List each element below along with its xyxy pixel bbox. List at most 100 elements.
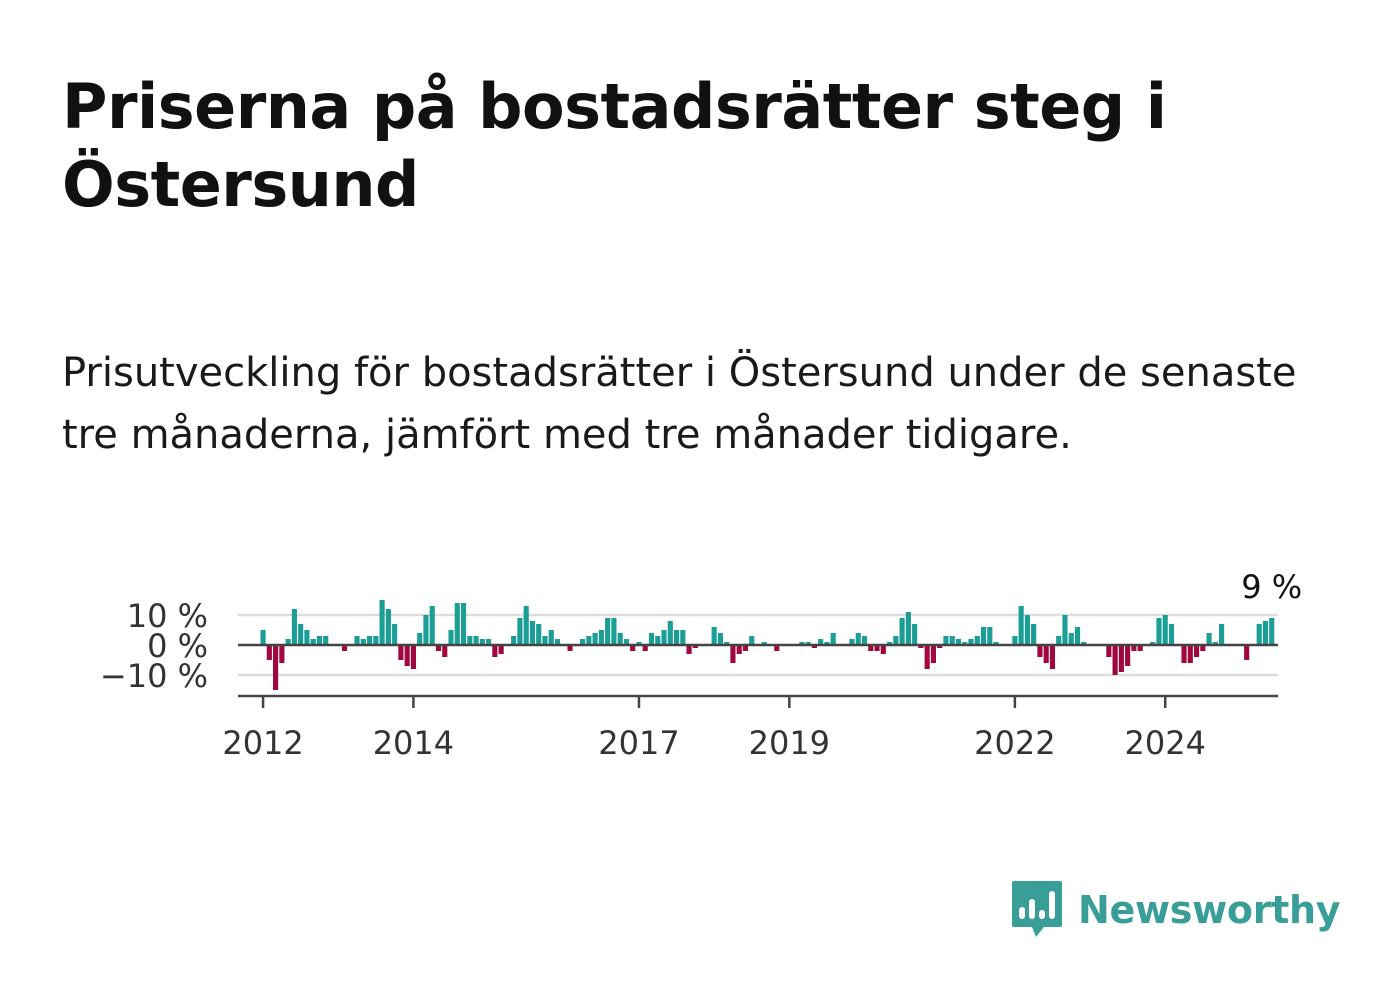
bar	[1187, 645, 1193, 663]
bar	[298, 624, 304, 645]
bar	[811, 645, 817, 648]
bar	[724, 642, 730, 645]
bar	[373, 636, 379, 645]
last-value-label: 9 %	[1241, 568, 1302, 606]
bar	[830, 633, 836, 645]
bar	[1024, 615, 1030, 645]
bar	[868, 645, 874, 651]
bar	[673, 630, 680, 645]
bar	[1068, 633, 1074, 645]
bar	[1056, 636, 1062, 645]
bar	[1018, 606, 1024, 645]
bar	[1168, 624, 1175, 645]
bar	[924, 645, 930, 669]
bar	[1162, 615, 1168, 645]
bar	[993, 642, 999, 645]
bar	[1150, 642, 1156, 645]
bar	[912, 624, 918, 645]
bar	[617, 633, 623, 645]
bar	[686, 645, 692, 654]
bar	[636, 642, 642, 645]
bar	[273, 645, 279, 690]
bar	[523, 606, 529, 645]
bar	[1043, 645, 1049, 663]
bar	[429, 606, 435, 645]
x-tick-label: 2024	[1125, 724, 1206, 762]
bar	[285, 639, 291, 645]
bar	[1131, 645, 1137, 651]
bar	[1106, 645, 1112, 657]
bar	[605, 618, 611, 645]
bar	[1049, 645, 1056, 669]
bar	[517, 618, 523, 645]
x-tick-label: 2017	[598, 724, 679, 762]
bar	[711, 627, 717, 645]
bar	[680, 630, 686, 645]
bar	[460, 603, 467, 645]
bar	[943, 636, 949, 645]
bar	[404, 645, 410, 666]
bar	[492, 645, 498, 657]
bar	[774, 645, 780, 651]
bar	[824, 642, 830, 645]
y-tick-label: −10 %	[100, 657, 208, 695]
bar	[1262, 621, 1269, 645]
bar	[548, 630, 554, 645]
bar	[279, 645, 285, 663]
bar	[417, 633, 423, 645]
bar	[1181, 645, 1187, 663]
bar	[893, 636, 899, 645]
bar	[536, 624, 542, 645]
bar	[511, 636, 517, 645]
bar	[1244, 645, 1250, 660]
bar	[799, 642, 805, 645]
bar	[661, 630, 667, 645]
bar	[980, 627, 987, 645]
bar	[880, 645, 886, 654]
bar	[1156, 618, 1162, 645]
bar	[1112, 645, 1118, 675]
bar	[410, 645, 416, 669]
bar	[962, 642, 968, 645]
bar	[598, 630, 604, 645]
bar	[304, 630, 310, 645]
bar	[448, 630, 454, 645]
bar	[1212, 642, 1218, 645]
bar	[398, 645, 404, 660]
bar	[310, 639, 316, 645]
bar	[736, 645, 742, 654]
bar	[874, 645, 880, 651]
bar	[642, 645, 648, 651]
bar	[955, 639, 962, 645]
bar	[442, 645, 448, 657]
bar	[905, 612, 911, 645]
bar	[987, 627, 993, 645]
bar	[341, 645, 348, 651]
bar	[886, 642, 893, 645]
bar	[586, 636, 592, 645]
bar	[692, 645, 698, 648]
bar	[1012, 636, 1018, 645]
x-tick-label: 2019	[749, 724, 830, 762]
chart-title: Priserna på bostadsrätter steg i Östersu…	[62, 70, 1167, 221]
bar	[1200, 645, 1206, 651]
bar	[435, 645, 442, 651]
bar	[567, 645, 573, 651]
bar	[949, 636, 955, 645]
bar-series	[260, 600, 1275, 690]
bar	[861, 636, 868, 645]
bar	[291, 609, 297, 645]
bar	[611, 618, 617, 645]
bar	[473, 636, 479, 645]
bar	[316, 636, 323, 645]
bar	[623, 639, 630, 645]
bar	[968, 639, 974, 645]
bar	[937, 645, 943, 648]
brand-name: Newsworthy	[1078, 888, 1341, 932]
x-tick-label: 2014	[373, 724, 454, 762]
bar	[1137, 645, 1143, 651]
bar	[542, 636, 548, 645]
axes	[238, 643, 1278, 708]
bar	[1081, 642, 1087, 645]
bar	[260, 630, 266, 645]
